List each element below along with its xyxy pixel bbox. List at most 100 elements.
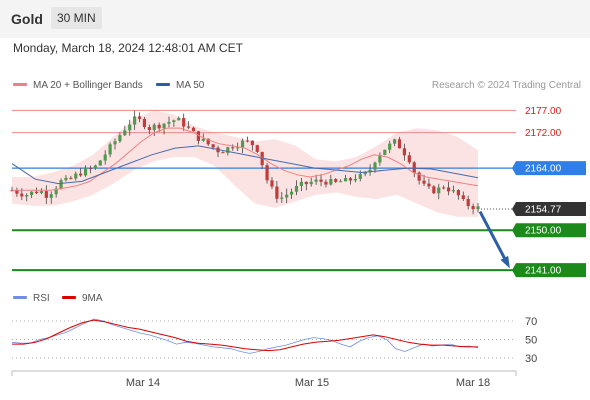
candle-body [93, 165, 97, 169]
candle-body [231, 147, 235, 149]
candle-body [280, 197, 284, 199]
candle-body [304, 181, 308, 185]
legend-rsi-label: RSI [33, 293, 50, 304]
candle-body [422, 180, 426, 184]
candle-body [314, 179, 318, 182]
candle-body [49, 194, 53, 198]
level-tag-2141-00 [512, 263, 586, 278]
candle-body [162, 123, 166, 129]
candle-body [250, 140, 254, 146]
candle-body [108, 144, 112, 155]
legend-9ma: 9MA [62, 293, 103, 304]
legend-ma20-label: MA 20 + Bollinger Bands [33, 80, 143, 91]
candle-body [236, 147, 240, 149]
candle-body [54, 188, 58, 195]
legend-ma20: MA 20 + Bollinger Bands [13, 80, 143, 91]
candle-body [59, 180, 63, 189]
candle-body [456, 190, 460, 196]
candle-body [334, 179, 338, 182]
candle-body [240, 140, 245, 148]
candle-body [275, 186, 279, 199]
rsi-swatch [13, 295, 27, 299]
chart-timestamp: Monday, March 18, 2024 12:48:01 AM CET [13, 41, 243, 55]
candle-body [393, 139, 397, 144]
candle-body [343, 178, 348, 182]
candle-body [309, 181, 313, 185]
level-label-2164-00: 2164.00 [525, 164, 562, 175]
ma9-swatch [62, 295, 76, 299]
ma50-line [11, 145, 479, 185]
candle-body [461, 195, 465, 199]
candle-body [74, 173, 78, 179]
candle-body [437, 187, 441, 194]
candle-body [407, 155, 411, 163]
candle-body [299, 181, 304, 186]
candle-body [353, 178, 357, 181]
credit-text: Research © 2024 Trading Central [431, 80, 581, 91]
candle-body [83, 168, 88, 176]
candle-body [118, 135, 122, 142]
candle-body [196, 131, 200, 141]
candle-body [133, 116, 137, 125]
candle-body [182, 117, 186, 127]
candle-body [137, 116, 142, 119]
candle-body [348, 178, 353, 181]
candle-body [167, 122, 171, 124]
candle-body [466, 198, 470, 207]
candle-body [417, 172, 421, 181]
bollinger-band [12, 110, 478, 217]
x-tick-mar-18: Mar 18 [456, 377, 490, 389]
candle-body [476, 206, 480, 210]
candle-body [358, 174, 362, 179]
candle-body [128, 124, 132, 131]
candle-body [157, 124, 161, 129]
level-label-2154-77: 2154.77 [525, 205, 562, 216]
candle-body [290, 191, 294, 195]
candle-body [79, 173, 83, 176]
candle-body [446, 187, 451, 192]
forecast-arrow [478, 210, 510, 266]
instrument-title: Gold [11, 11, 43, 27]
rsi-9ma-line [12, 319, 478, 352]
candle-body [30, 191, 34, 196]
level-tag-2164-00 [512, 161, 586, 176]
timeframe-selector[interactable]: 30 MIN [51, 7, 102, 29]
x-tick-mar-15: Mar 15 [295, 377, 329, 389]
legend-ma50-label: MA 50 [176, 80, 205, 91]
candle-body [329, 179, 333, 185]
candle-body [397, 139, 402, 149]
candle-body [245, 140, 250, 142]
candle-body [88, 168, 93, 170]
candle-body [363, 172, 367, 175]
candle-body [103, 154, 107, 161]
candle-body [191, 127, 196, 132]
candle-body [226, 147, 230, 153]
candle-body [402, 148, 407, 156]
candle-body [255, 145, 259, 152]
candle-body [339, 181, 343, 183]
candle-body [147, 127, 151, 131]
candle-body [177, 117, 181, 121]
ma50-swatch [156, 82, 170, 86]
candle-body [142, 118, 147, 128]
candle-body [442, 187, 446, 189]
candle-body [64, 177, 68, 181]
candle-body [69, 177, 73, 179]
rsi-tick-70: 70 [525, 316, 537, 328]
level-label-2177-00: 2177.00 [525, 106, 562, 117]
candle-body [113, 141, 117, 145]
candle-body [270, 180, 274, 187]
candle-body [285, 194, 289, 198]
candle-body [206, 138, 210, 145]
candle-body [412, 162, 416, 173]
level-tag-2150-00 [512, 223, 586, 238]
candle-body [172, 120, 176, 123]
ma20-line [12, 127, 479, 191]
candle-body [34, 191, 39, 194]
candle-body [324, 181, 328, 185]
candle-body [383, 149, 387, 155]
candle-body [186, 126, 191, 128]
legend-rsi: RSI [13, 293, 50, 304]
candle-body [368, 169, 372, 173]
